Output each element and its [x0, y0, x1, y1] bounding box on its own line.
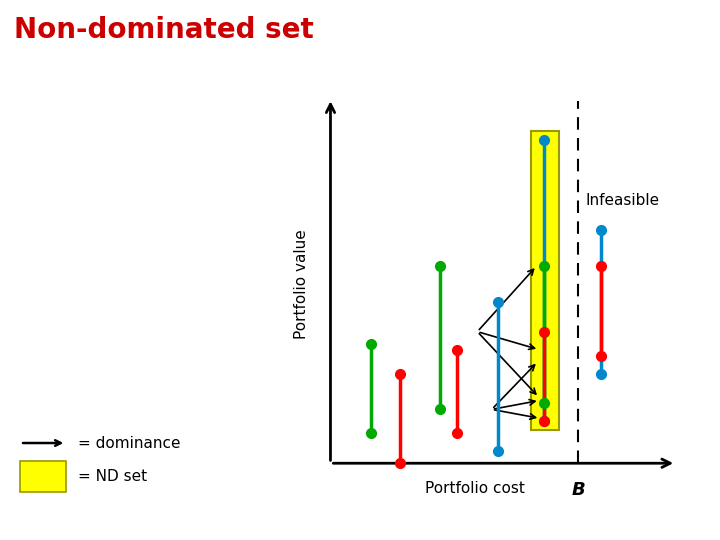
Text: Portfolio value: Portfolio value — [294, 229, 309, 339]
Text: = ND set: = ND set — [78, 469, 147, 483]
Bar — [20, 461, 66, 491]
Text: Infeasible: Infeasible — [585, 193, 660, 207]
Text: Portfolio cost: Portfolio cost — [425, 481, 524, 496]
Text: B: B — [571, 481, 585, 499]
Bar — [531, 131, 559, 430]
Text: Non-dominated set: Non-dominated set — [14, 16, 314, 44]
Text: = dominance: = dominance — [78, 436, 180, 450]
